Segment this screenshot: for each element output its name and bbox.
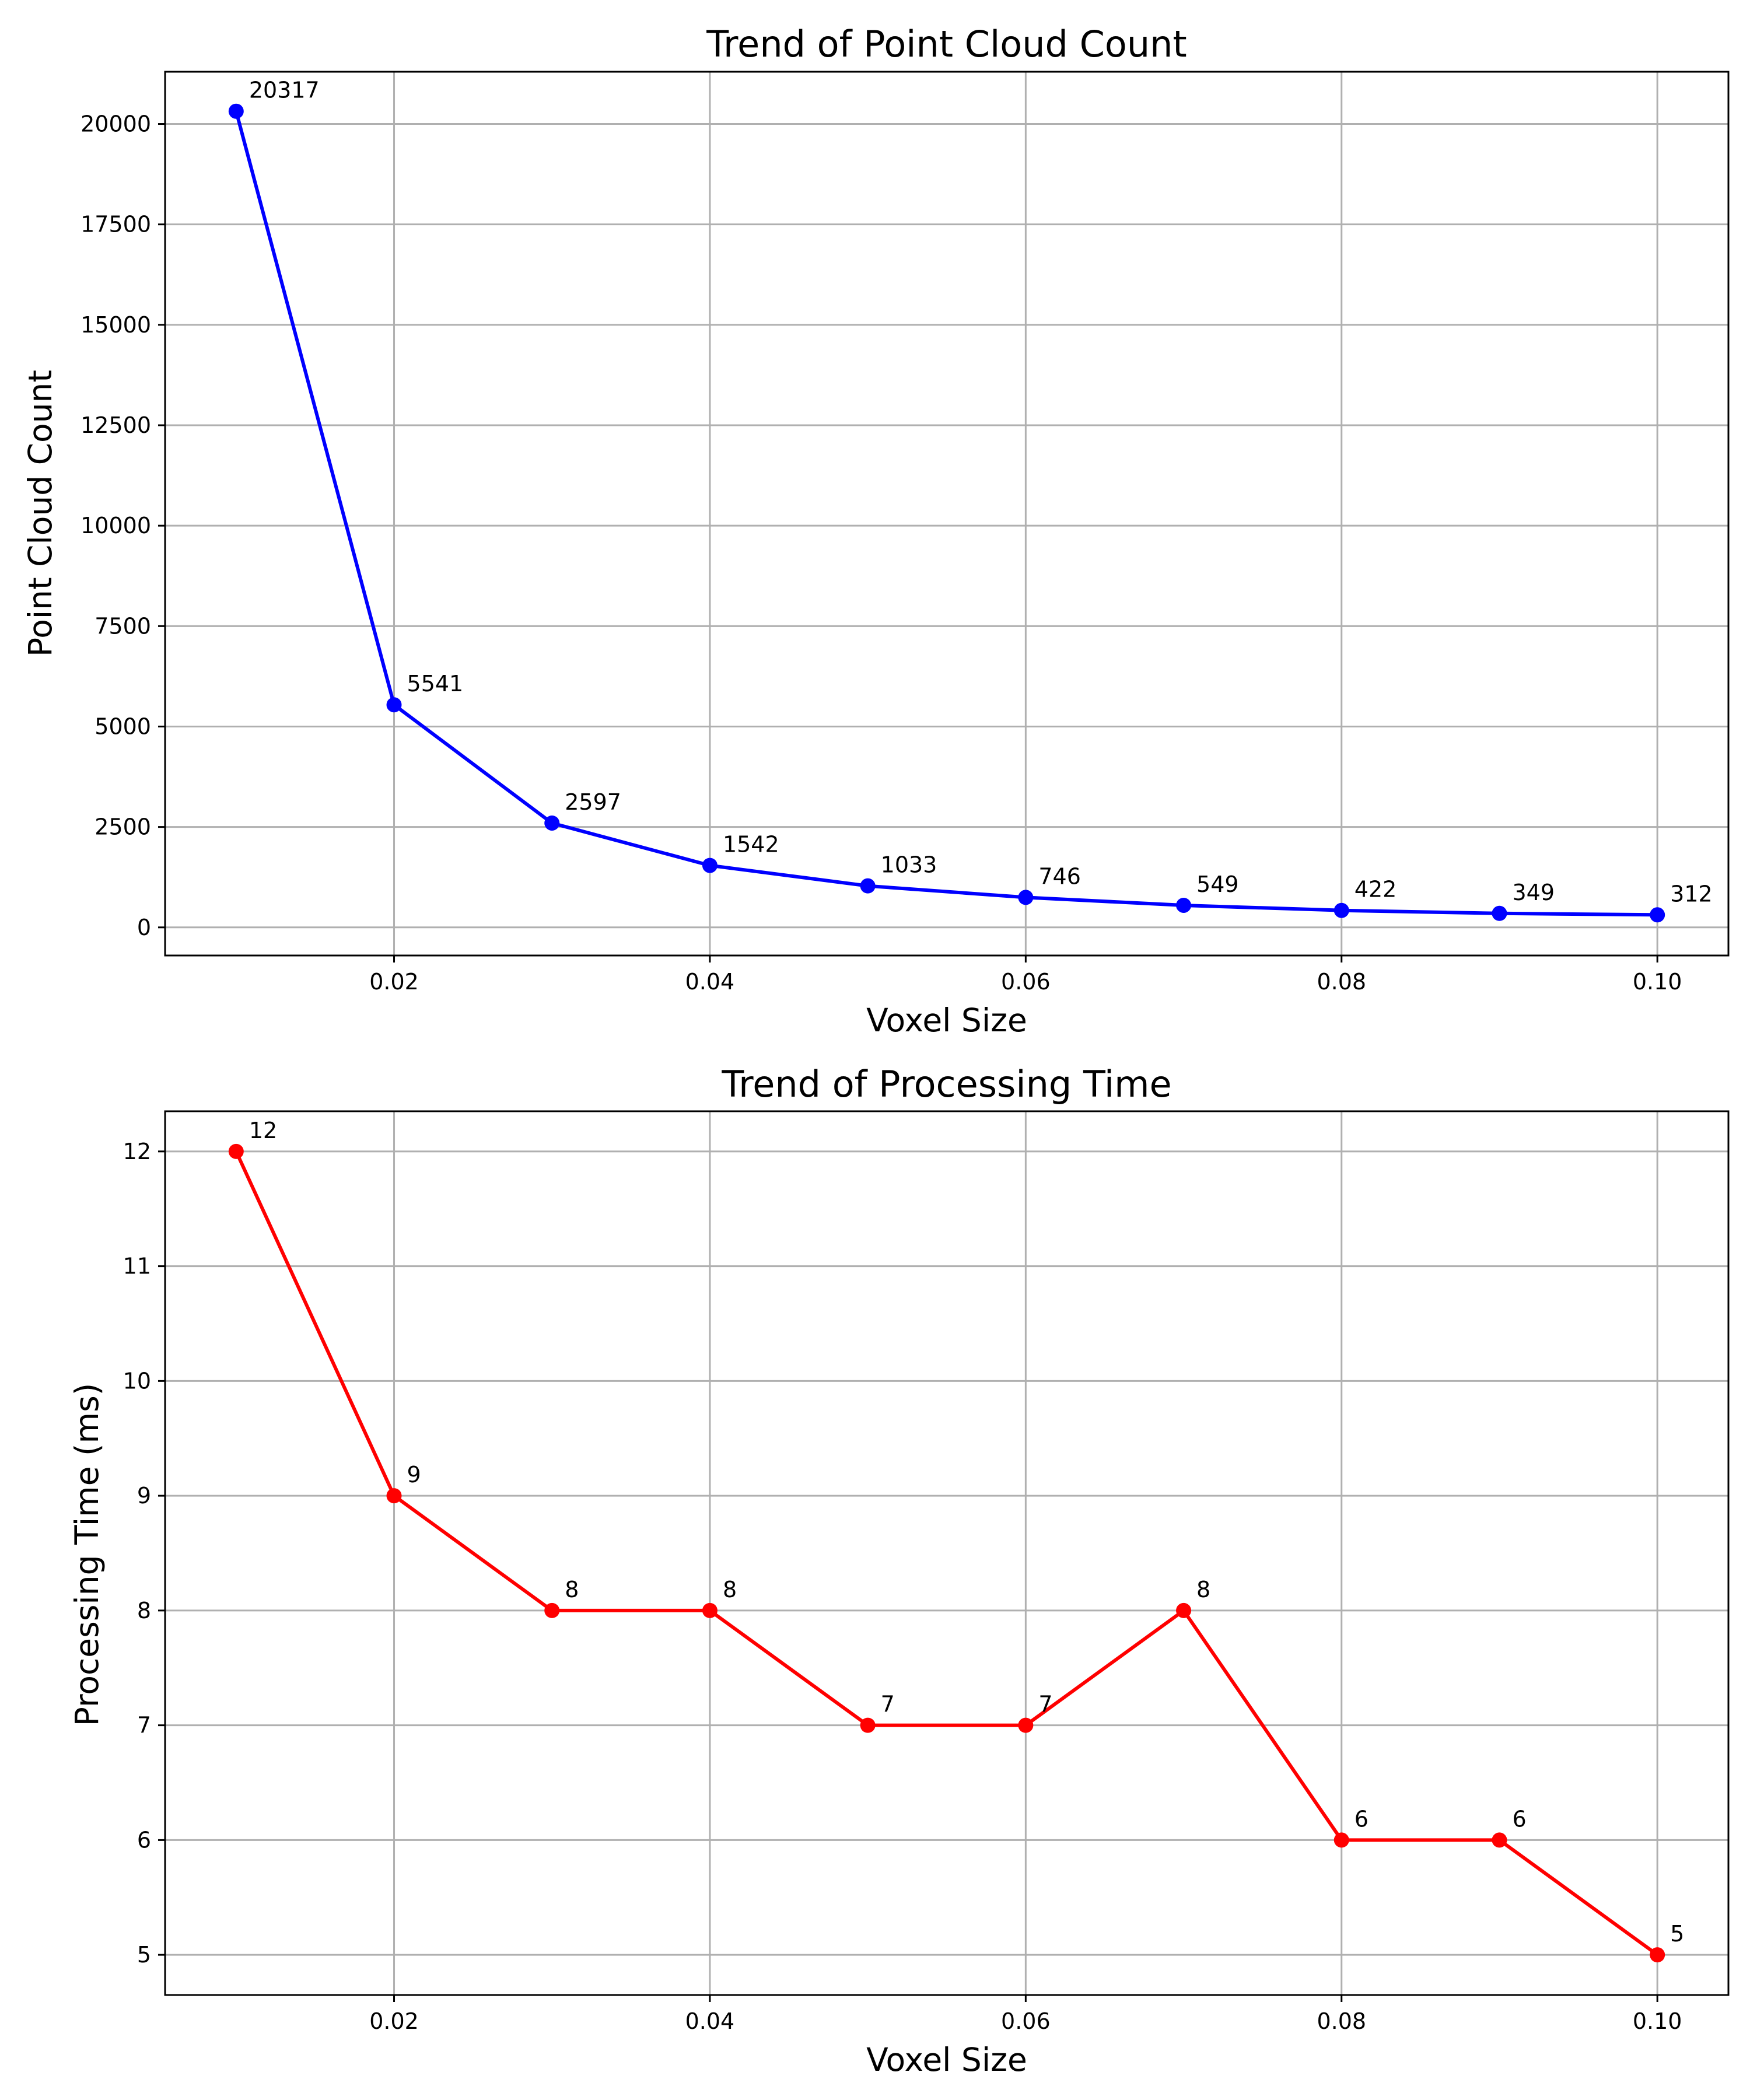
data-label: 7	[1038, 1692, 1052, 1717]
chart-title: Trend of Point Cloud Count	[706, 23, 1186, 65]
data-label: 9	[407, 1462, 421, 1488]
data-label: 312	[1670, 881, 1713, 907]
x-axis-label: Voxel Size	[866, 1002, 1027, 1039]
data-label: 5	[1670, 1921, 1684, 1947]
data-label: 6	[1512, 1806, 1526, 1832]
point-cloud-count-chart: Trend of Point Cloud Count Voxel Size Po…	[22, 23, 1730, 1039]
y-axis-label: Processing Time (ms)	[68, 1383, 106, 1726]
x-axis-label: Voxel Size	[866, 2041, 1027, 2078]
data-label: 8	[1196, 1577, 1210, 1602]
x-tick-label: 0.02	[369, 969, 419, 995]
data-point	[1176, 897, 1192, 913]
data-point	[702, 858, 718, 873]
x-tick-label: 0.06	[1001, 2008, 1051, 2034]
data-point	[1334, 902, 1349, 918]
data-label: 2597	[565, 789, 621, 815]
data-point	[228, 1143, 244, 1159]
x-tick-label: 0.10	[1633, 969, 1682, 995]
y-tick-label: 7500	[94, 613, 151, 639]
data-point	[544, 815, 560, 831]
chart-title: Trend of Processing Time	[721, 1063, 1171, 1105]
data-point	[544, 1602, 560, 1618]
y-tick-label: 8	[137, 1598, 151, 1623]
data-point	[1334, 1832, 1349, 1848]
y-tick-label: 11	[123, 1254, 151, 1279]
data-label: 8	[723, 1577, 737, 1602]
x-tick-label: 0.10	[1633, 2008, 1682, 2034]
data-label: 7	[881, 1692, 895, 1717]
data-label: 20317	[249, 78, 320, 103]
x-tick-label: 0.02	[369, 2008, 419, 2034]
data-point	[1018, 890, 1034, 905]
plot-frame	[164, 71, 1730, 957]
y-tick-label: 0	[137, 915, 151, 940]
data-point	[386, 1488, 402, 1504]
data-point	[228, 103, 244, 119]
data-label: 422	[1354, 877, 1397, 902]
y-tick-label: 9	[137, 1483, 151, 1508]
data-point	[1492, 905, 1507, 921]
y-tick-label: 6	[137, 1827, 151, 1853]
y-tick-label: 10	[123, 1368, 151, 1394]
data-point	[1650, 907, 1665, 923]
data-point	[1176, 1602, 1192, 1618]
x-tick-label: 0.08	[1317, 2008, 1366, 2034]
x-tick-label: 0.08	[1317, 969, 1366, 995]
processing-time-chart: Trend of Processing Time Voxel Size Proc…	[68, 1063, 1730, 2078]
data-label: 6	[1354, 1806, 1368, 1832]
x-tick-label: 0.04	[685, 969, 735, 995]
y-tick-label: 10000	[80, 513, 151, 538]
data-point	[860, 1717, 876, 1733]
data-point	[1492, 1832, 1507, 1848]
data-point	[702, 1602, 718, 1618]
plot-frame	[164, 1110, 1730, 1996]
data-label: 1033	[881, 852, 937, 878]
x-tick-label: 0.04	[685, 2008, 735, 2034]
y-tick-label: 12500	[80, 412, 151, 438]
y-axis-label: Point Cloud Count	[22, 370, 59, 657]
y-tick-label: 17500	[80, 212, 151, 237]
data-point	[386, 697, 402, 713]
y-tick-label: 20000	[80, 111, 151, 137]
data-label: 12	[249, 1118, 277, 1143]
data-label: 1542	[723, 832, 779, 858]
data-point	[1018, 1717, 1034, 1733]
y-tick-label: 7	[137, 1713, 151, 1738]
y-tick-label: 2500	[94, 814, 151, 840]
y-tick-label: 15000	[80, 312, 151, 338]
data-label: 746	[1038, 863, 1081, 889]
data-point	[1650, 1947, 1665, 1963]
x-tick-label: 0.06	[1001, 969, 1051, 995]
data-label: 349	[1512, 880, 1555, 905]
data-point	[860, 878, 876, 894]
data-label: 5541	[407, 671, 464, 696]
y-tick-label: 5000	[94, 713, 151, 739]
series-line	[234, 110, 1658, 917]
y-tick-label: 12	[123, 1139, 151, 1164]
data-label: 8	[565, 1577, 579, 1602]
y-tick-label: 5	[137, 1942, 151, 1968]
series-line	[235, 1150, 1658, 1957]
data-label: 549	[1196, 872, 1239, 897]
